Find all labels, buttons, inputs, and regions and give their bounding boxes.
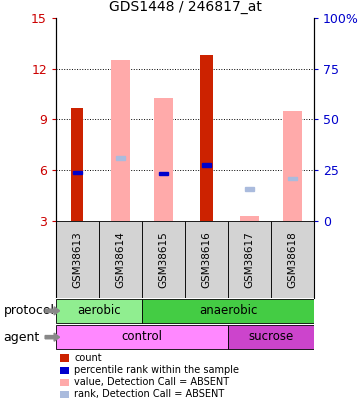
Text: sucrose: sucrose bbox=[248, 330, 294, 343]
Text: GSM38618: GSM38618 bbox=[288, 231, 297, 288]
Text: aerobic: aerobic bbox=[77, 304, 121, 317]
Text: control: control bbox=[122, 330, 162, 343]
Text: anaerobic: anaerobic bbox=[199, 304, 257, 317]
Bar bbox=[240, 215, 259, 221]
Text: percentile rank within the sample: percentile rank within the sample bbox=[74, 365, 239, 375]
Text: protocol: protocol bbox=[4, 304, 55, 318]
Text: GSM38614: GSM38614 bbox=[116, 231, 126, 288]
Text: GSM38613: GSM38613 bbox=[73, 231, 82, 288]
Text: GSM38617: GSM38617 bbox=[244, 231, 255, 288]
Text: GSM38615: GSM38615 bbox=[158, 231, 169, 288]
Bar bbox=[56, 221, 99, 298]
Bar bbox=[228, 221, 271, 298]
Bar bbox=[71, 108, 83, 221]
Bar bbox=[228, 325, 314, 349]
Bar bbox=[283, 111, 302, 221]
Bar bbox=[245, 187, 254, 190]
Bar bbox=[288, 177, 297, 180]
Bar bbox=[154, 98, 173, 221]
Title: GDS1448 / 246817_at: GDS1448 / 246817_at bbox=[109, 0, 261, 15]
Bar bbox=[73, 171, 82, 175]
Bar bbox=[200, 55, 213, 221]
Bar bbox=[142, 299, 314, 323]
Text: agent: agent bbox=[4, 330, 40, 344]
Bar bbox=[271, 221, 314, 298]
Bar bbox=[202, 163, 211, 167]
Bar bbox=[111, 60, 130, 221]
Bar bbox=[116, 156, 125, 160]
Bar bbox=[185, 221, 228, 298]
Text: count: count bbox=[74, 353, 102, 363]
Bar bbox=[159, 172, 168, 175]
Text: GSM38616: GSM38616 bbox=[201, 231, 212, 288]
Text: rank, Detection Call = ABSENT: rank, Detection Call = ABSENT bbox=[74, 390, 224, 399]
Bar bbox=[56, 325, 228, 349]
Bar bbox=[99, 221, 142, 298]
Bar bbox=[142, 221, 185, 298]
Text: value, Detection Call = ABSENT: value, Detection Call = ABSENT bbox=[74, 377, 229, 387]
Bar bbox=[56, 299, 142, 323]
